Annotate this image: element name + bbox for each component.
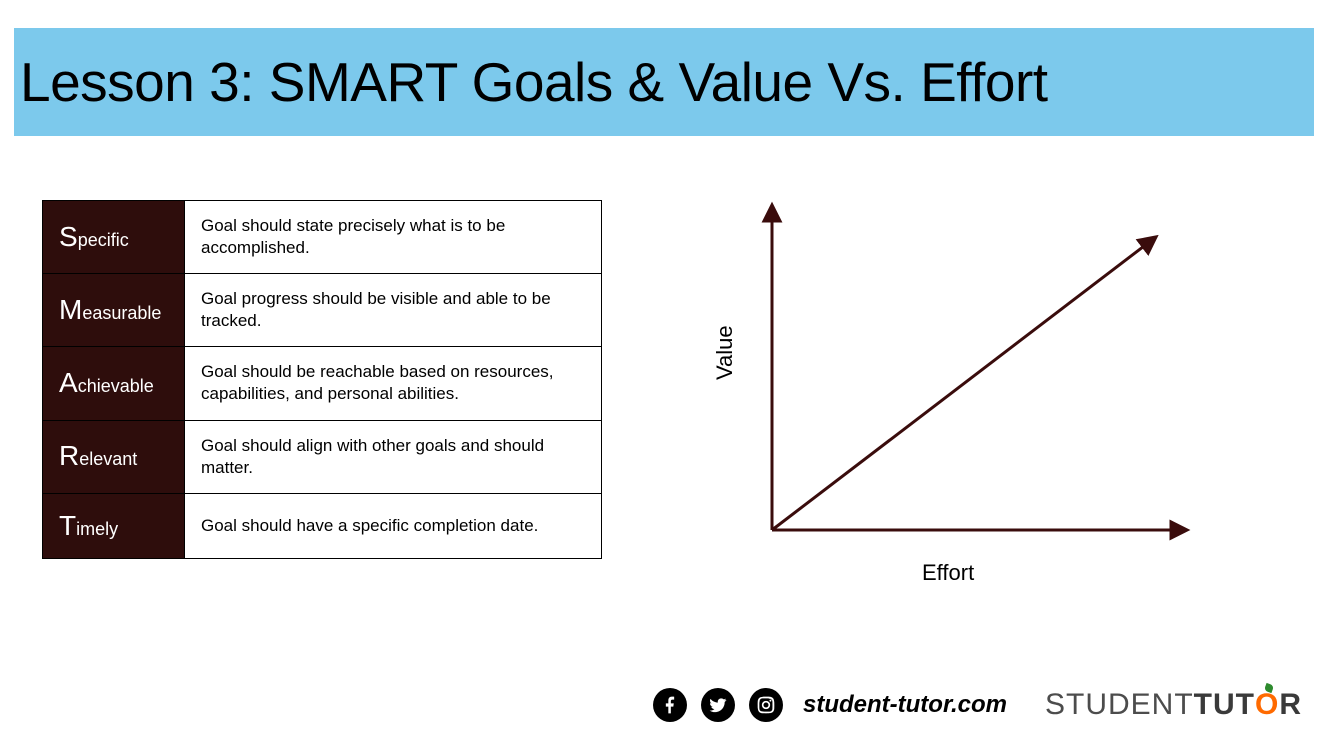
smart-desc: Goal should state precisely what is to b… <box>185 201 602 274</box>
smart-term: Measurable <box>43 274 185 347</box>
brand-orange-letter: O <box>1255 688 1279 721</box>
brand-orange: O <box>1255 688 1279 722</box>
table-row: RelevantGoal should align with other goa… <box>43 420 602 493</box>
brand-logo: STUDENTTUTOR <box>1045 688 1302 722</box>
chart-x-label: Effort <box>922 560 974 586</box>
twitter-icon[interactable] <box>701 688 735 722</box>
footer: student-tutor.com STUDENTTUTOR <box>653 688 1302 722</box>
table-row: AchievableGoal should be reachable based… <box>43 347 602 420</box>
smart-rest: chievable <box>78 376 154 396</box>
smart-term: Achievable <box>43 347 185 420</box>
smart-table-body: SpecificGoal should state precisely what… <box>43 201 602 559</box>
instagram-icon[interactable] <box>749 688 783 722</box>
smart-rest: pecific <box>78 230 129 250</box>
chart-svg <box>752 200 1202 550</box>
smart-rest: elevant <box>79 449 137 469</box>
smart-cap: M <box>59 294 82 325</box>
facebook-icon[interactable] <box>653 688 687 722</box>
smart-desc: Goal should align with other goals and s… <box>185 420 602 493</box>
table-row: TimelyGoal should have a specific comple… <box>43 493 602 558</box>
smart-term: Relevant <box>43 420 185 493</box>
site-url[interactable]: student-tutor.com <box>803 691 1007 719</box>
title-band: Lesson 3: SMART Goals & Value Vs. Effort <box>14 28 1314 136</box>
smart-cap: R <box>59 440 79 471</box>
brand-bold-pre: TUT <box>1194 688 1255 722</box>
smart-rest: imely <box>76 519 118 539</box>
brand-bold-post: R <box>1279 688 1302 722</box>
smart-term: Specific <box>43 201 185 274</box>
smart-term: Timely <box>43 493 185 558</box>
smart-desc: Goal should be reachable based on resour… <box>185 347 602 420</box>
chart-y-label: Value <box>712 325 738 380</box>
smart-rest: easurable <box>82 303 161 323</box>
content-area: SpecificGoal should state precisely what… <box>42 200 1212 620</box>
table-row: MeasurableGoal progress should be visibl… <box>43 274 602 347</box>
page-title: Lesson 3: SMART Goals & Value Vs. Effort <box>20 50 1048 114</box>
smart-table: SpecificGoal should state precisely what… <box>42 200 602 559</box>
value-effort-chart: Value Effort <box>692 200 1212 620</box>
smart-cap: A <box>59 367 78 398</box>
smart-cap: T <box>59 510 76 541</box>
smart-desc: Goal should have a specific completion d… <box>185 493 602 558</box>
brand-thin: STUDENT <box>1045 688 1194 722</box>
diagonal-line <box>772 240 1152 530</box>
table-row: SpecificGoal should state precisely what… <box>43 201 602 274</box>
smart-desc: Goal progress should be visible and able… <box>185 274 602 347</box>
smart-cap: S <box>59 221 78 252</box>
